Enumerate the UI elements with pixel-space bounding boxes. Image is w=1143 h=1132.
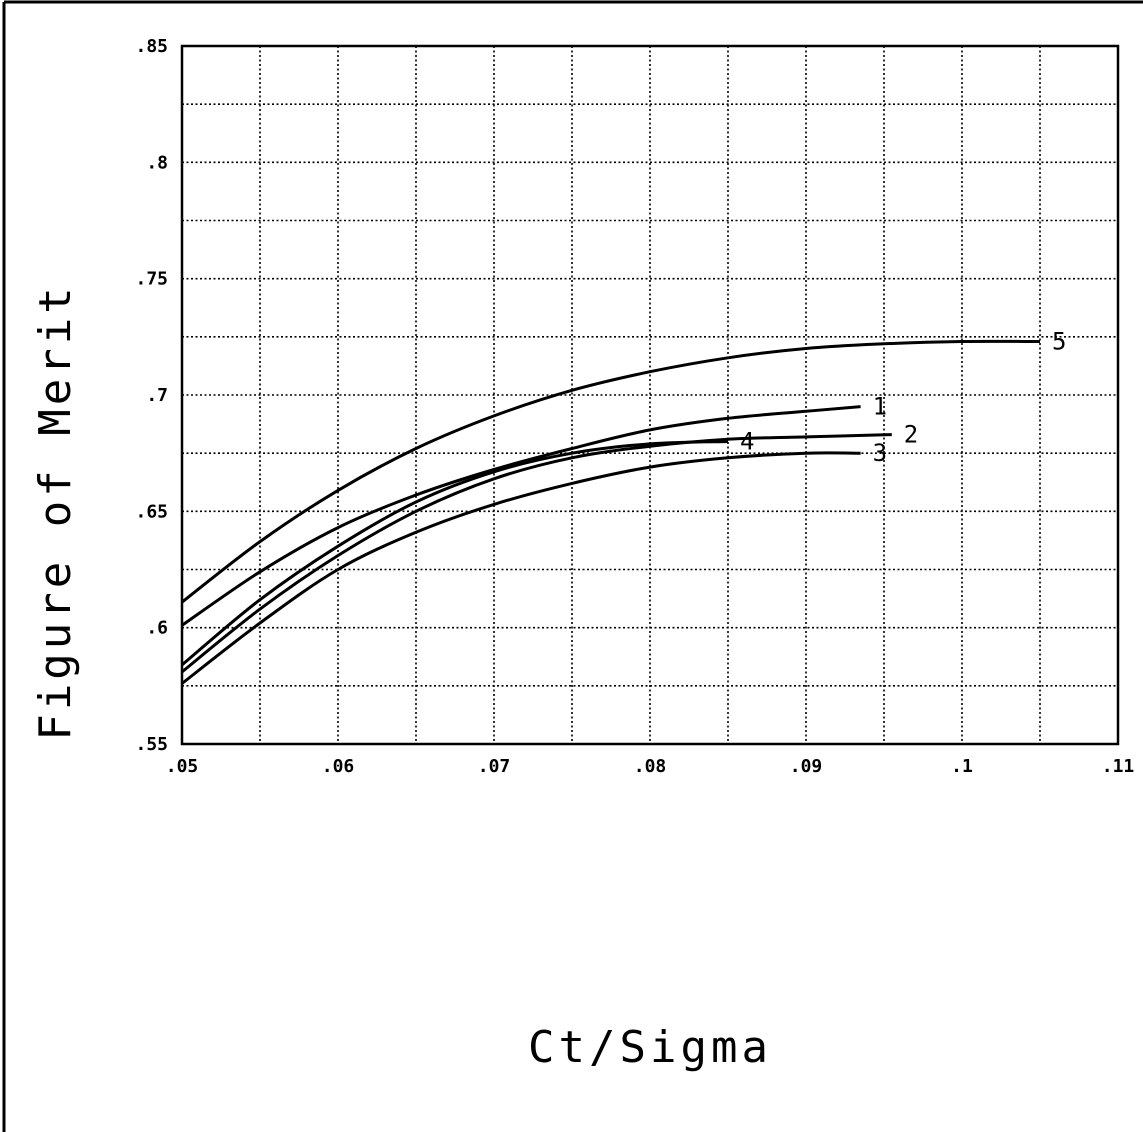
series-line-1 xyxy=(181,405,861,627)
y-tick-label: .7 xyxy=(146,385,168,406)
series-label-5: 5 xyxy=(1052,327,1066,355)
x-axis-title: Ct/Sigma xyxy=(528,1022,772,1073)
series-label-1: 1 xyxy=(873,393,887,421)
y-tick-label: .65 xyxy=(135,501,168,522)
series-label-4: 4 xyxy=(740,428,754,456)
x-tick-label: .05 xyxy=(166,756,199,777)
y-tick-label: .8 xyxy=(146,152,168,173)
y-tick-label: .6 xyxy=(146,618,168,639)
x-tick-label: .08 xyxy=(634,756,667,777)
x-tick-label: .1 xyxy=(951,756,973,777)
tick-labels: .05 .06 .07 .08 .09 .1 .11 .55 .6 .65 .7 .75 .8 .85 xyxy=(135,36,1134,777)
series-line-5 xyxy=(181,339,1041,604)
series-line-3 xyxy=(181,451,861,685)
series-line-2 xyxy=(181,433,892,674)
y-tick-label: .85 xyxy=(135,36,168,57)
x-tick-label: .06 xyxy=(322,756,355,777)
series-label-2: 2 xyxy=(904,421,918,449)
y-tick-label: .55 xyxy=(135,734,168,755)
x-tick-label: .11 xyxy=(1102,756,1135,777)
series xyxy=(181,339,1041,685)
grid xyxy=(182,46,1118,744)
x-tick-label: .07 xyxy=(478,756,511,777)
y-axis-title: Figure of Merit xyxy=(30,283,81,740)
x-tick-label: .09 xyxy=(790,756,823,777)
series-labels: 514 23 xyxy=(740,327,1066,467)
y-tick-label: .75 xyxy=(135,269,168,290)
series-label-3: 3 xyxy=(873,439,887,467)
plot-area-border xyxy=(180,44,1120,746)
series-line-4 xyxy=(181,440,729,667)
